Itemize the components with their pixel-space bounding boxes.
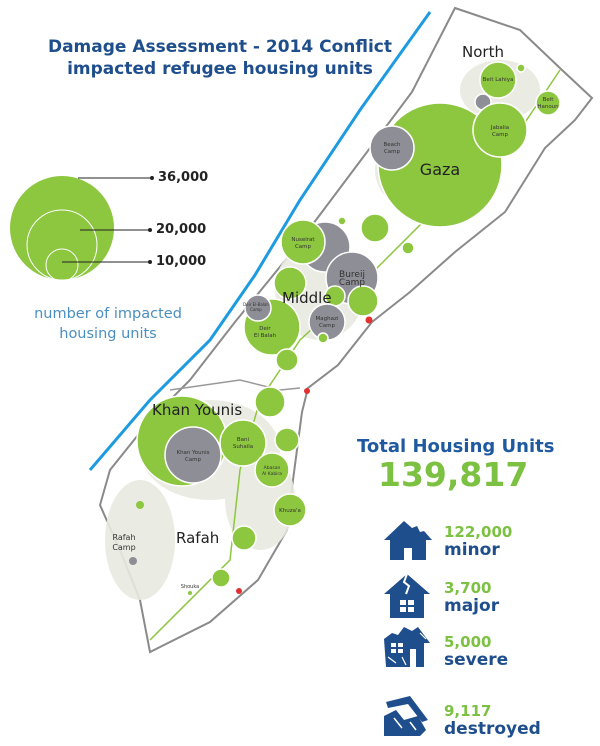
crossing-icon	[365, 316, 373, 324]
region-khan-younis: Khan Younis	[152, 401, 242, 419]
region-north: North	[462, 43, 504, 61]
bubbles	[129, 61, 561, 595]
crossing-icons	[236, 316, 373, 594]
label-bani-suhaila-2: Suhaila	[233, 444, 253, 450]
bubble	[275, 348, 299, 372]
bubble-rafah-camp	[129, 557, 137, 565]
label-bureij-2: Camp	[339, 278, 366, 288]
label-abasan: Abasan	[264, 465, 281, 471]
bubble	[347, 285, 379, 317]
bubble-shouka	[188, 591, 192, 595]
house-damaged-icon	[384, 627, 430, 667]
label-deir-2: El Balah	[254, 333, 277, 339]
page-title: Damage Assessment - 2014 Conflict impact…	[40, 36, 400, 80]
legend-circle-36000	[10, 176, 114, 280]
category-minor: 122,000 minor	[444, 523, 512, 559]
label-deir-camp-2: Camp	[250, 307, 262, 312]
region-gaza: Gaza	[420, 160, 460, 179]
bubble	[360, 213, 390, 243]
label-ky-camp-2: Camp	[185, 457, 202, 463]
total-label: Total Housing Units	[357, 436, 555, 457]
house-cracked-icon	[384, 573, 430, 618]
label-abasan-2: Al Kabira	[262, 471, 282, 477]
bubble-small	[516, 63, 526, 73]
label-beit-lahiya: Beit Lahiya	[483, 77, 514, 83]
category-label: destroyed	[444, 719, 541, 739]
category-destroyed: 9,117 destroyed	[444, 702, 541, 738]
category-value: 3,700	[444, 579, 492, 597]
title-line1: Damage Assessment - 2014 Conflict	[47, 37, 393, 57]
label-jabalia-2: Camp	[492, 132, 509, 138]
coastline	[88, 11, 432, 471]
label-maghazi-2: Camp	[319, 323, 336, 329]
label-nuseirat-2: Camp	[295, 244, 312, 250]
category-severe: 5,000 severe	[444, 633, 508, 669]
label-ky-camp: Khan Younis	[176, 450, 209, 456]
label-beit-hanoun: Beit	[543, 97, 555, 103]
house-minor-icon	[384, 521, 432, 560]
label-beit-hanoun-2: Hanoun	[537, 104, 559, 110]
bubble-beit-lahiya	[479, 61, 517, 99]
bubble-nuseirat	[280, 219, 326, 265]
label-beach-2: Camp	[384, 149, 401, 155]
bubble	[274, 427, 300, 453]
category-value: 9,117	[444, 702, 492, 720]
bubble	[273, 266, 307, 300]
bubble-khan-younis-camp	[164, 426, 222, 484]
bubble-bani-suhaila	[219, 419, 267, 467]
region-middle: Middle	[282, 289, 332, 307]
label-bani-suhaila: Bani	[237, 437, 250, 443]
label-nuseirat: Nuseirat	[291, 237, 315, 243]
category-label: minor	[444, 540, 500, 560]
label-rafah-camp: Rafah	[112, 533, 135, 542]
legend-value-10000: 10,000	[156, 254, 207, 269]
bubble	[254, 386, 286, 418]
category-label: major	[444, 596, 500, 616]
crossing-icon	[236, 588, 242, 594]
crossing-icon	[304, 388, 310, 394]
label-deir-camp: Deir El-Balah	[243, 302, 269, 307]
legend-caption-2: housing units	[59, 326, 157, 342]
legend-circle-20000	[26, 209, 98, 281]
road	[169, 379, 301, 391]
legend-value-36000: 36,000	[158, 170, 209, 185]
legend-circle-10000	[45, 248, 79, 282]
label-beach: Beach	[383, 142, 401, 148]
label-maghazi: Maghazi	[316, 316, 339, 322]
bubble	[317, 332, 329, 344]
label-khuzaa: Khuza'a	[279, 508, 301, 514]
label-rafah-camp-2: Camp	[112, 543, 135, 552]
legend-caption-1: number of impacted	[34, 306, 182, 322]
title-line2: impacted refugee housing units	[67, 59, 373, 79]
category-value: 122,000	[444, 523, 513, 541]
region-rafah: Rafah	[176, 529, 219, 547]
bubble	[337, 216, 347, 226]
total-value: 139,817	[378, 455, 529, 494]
category-value: 5,000	[444, 633, 492, 651]
legend-value-20000: 20,000	[156, 222, 207, 237]
bubble	[401, 241, 415, 255]
bubble	[136, 501, 144, 509]
house-collapsed-icon	[384, 696, 428, 736]
bubble-beach-camp	[369, 125, 415, 171]
bubble-abasan	[254, 452, 290, 488]
bubble-deir-camp	[244, 294, 272, 322]
category-major: 3,700 major	[444, 579, 499, 615]
label-shouka: Shouka	[181, 584, 199, 590]
label-jabalia: Jabalia	[490, 125, 509, 131]
legend-caption: number of impacted housing units	[18, 304, 198, 344]
bubble	[211, 568, 231, 588]
category-label: severe	[444, 650, 509, 670]
label-bureij: Bureij	[339, 270, 365, 280]
bubble-khuzaa	[273, 493, 307, 527]
bubble	[231, 525, 257, 551]
bubble-beit-hanoun	[535, 90, 561, 116]
bubble-jabalia	[472, 102, 528, 158]
label-deir: Deir	[259, 326, 271, 332]
